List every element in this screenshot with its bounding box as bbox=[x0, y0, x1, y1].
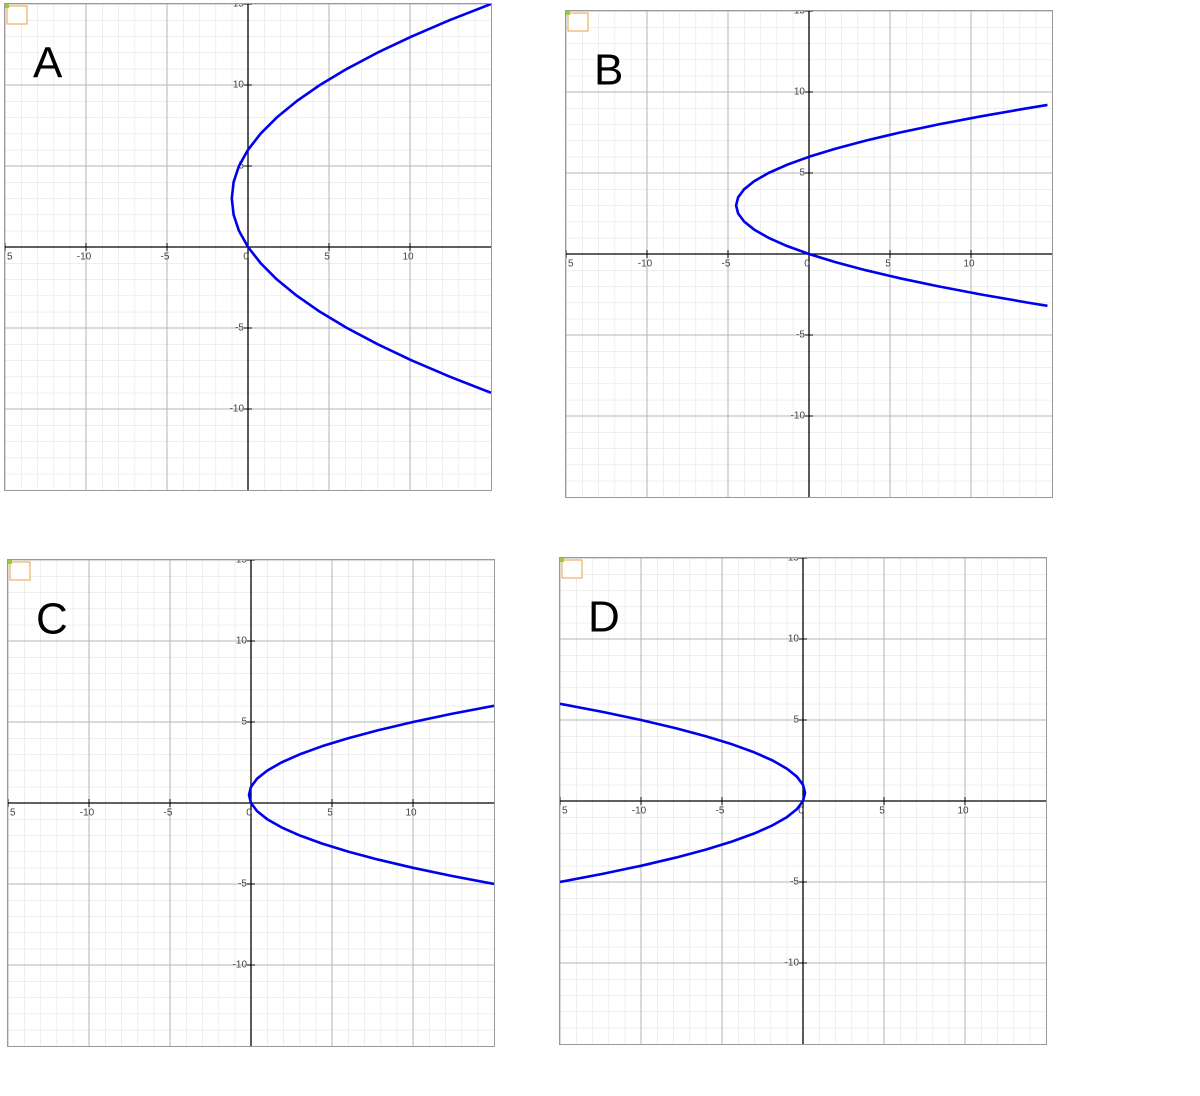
x-tick-label: 5 bbox=[324, 252, 330, 263]
x-tick-label: 10 bbox=[963, 259, 975, 270]
plot bbox=[560, 702, 807, 884]
y-tick-label: -5 bbox=[238, 879, 247, 890]
x-tick-label: -10 bbox=[638, 259, 653, 270]
corner-icon bbox=[561, 559, 583, 579]
plot bbox=[734, 103, 1048, 308]
graph-panel: 5 -10 -5 0 5 10 -10 -5 5 10 15 B bbox=[565, 10, 1053, 498]
x-tick-label: -5 bbox=[161, 252, 170, 263]
chart-title: C bbox=[36, 595, 68, 644]
x-tick-label: -10 bbox=[80, 808, 95, 819]
corner-dot bbox=[566, 11, 570, 15]
y-tick-label: -10 bbox=[791, 411, 806, 422]
x-tick-label: 5 bbox=[885, 259, 891, 270]
corner-dot bbox=[5, 4, 9, 8]
chart-title: B bbox=[594, 46, 623, 95]
x-tick-label: 10 bbox=[957, 806, 969, 817]
y-tick-label: 10 bbox=[794, 87, 806, 98]
chart: 5 -10 -5 0 5 10 -10 -5 5 10 15 D bbox=[560, 558, 1046, 1044]
corner-dot bbox=[560, 558, 564, 562]
chart: 5 -10 -5 0 5 10 -10 -5 5 10 15 B bbox=[566, 11, 1052, 497]
y-tick-label: 15 bbox=[233, 4, 245, 10]
corner-icon bbox=[6, 5, 28, 25]
x-tick-label: 5 bbox=[879, 806, 885, 817]
y-tick-label: 15 bbox=[236, 560, 248, 566]
x-tick-label: -10 bbox=[632, 806, 647, 817]
x-tick-label: 5 bbox=[327, 808, 333, 819]
chart: 5 -10 -5 0 5 10 -10 -5 5 10 15 C bbox=[8, 560, 494, 1046]
y-tick-label: -5 bbox=[790, 877, 799, 888]
y-tick-label: -10 bbox=[233, 960, 248, 971]
x-tick-label: -5 bbox=[164, 808, 173, 819]
x-tick-label: 5 bbox=[568, 259, 574, 270]
curve bbox=[247, 704, 494, 886]
curve bbox=[230, 4, 491, 395]
y-tick-label: 10 bbox=[236, 636, 248, 647]
curve bbox=[560, 702, 807, 884]
graph-panel: 5 -10 -5 0 5 10 -10 -5 5 10 15 C bbox=[7, 559, 495, 1047]
x-tick-label: 0 bbox=[243, 252, 249, 263]
x-tick-label: 5 bbox=[10, 808, 16, 819]
x-tick-label: -5 bbox=[716, 806, 725, 817]
x-tick-label: 10 bbox=[405, 808, 417, 819]
y-tick-label: 5 bbox=[793, 715, 799, 726]
x-tick-label: 5 bbox=[7, 252, 13, 263]
x-tick-label: 0 bbox=[804, 259, 810, 270]
y-tick-label: 10 bbox=[788, 634, 800, 645]
y-tick-label: 10 bbox=[233, 80, 245, 91]
y-tick-label: -5 bbox=[235, 323, 244, 334]
corner-icon bbox=[9, 561, 31, 581]
y-tick-label: -10 bbox=[785, 958, 800, 969]
y-tick-label: -5 bbox=[796, 330, 805, 341]
x-tick-label: -10 bbox=[77, 252, 92, 263]
y-tick-label: 15 bbox=[788, 558, 800, 564]
y-tick-label: 5 bbox=[241, 717, 247, 728]
chart-title: A bbox=[33, 39, 63, 88]
y-tick-label: -10 bbox=[230, 404, 245, 415]
plot bbox=[230, 4, 491, 395]
y-tick-label: 15 bbox=[794, 11, 806, 17]
x-tick-label: 0 bbox=[246, 808, 252, 819]
corner-dot bbox=[8, 560, 12, 564]
chart: 5 -10 -5 0 5 10 -10 -5 5 10 15 A bbox=[5, 4, 491, 490]
y-tick-label: 5 bbox=[238, 161, 244, 172]
y-tick-label: 5 bbox=[799, 168, 805, 179]
x-tick-label: 5 bbox=[562, 806, 568, 817]
x-tick-label: 0 bbox=[798, 806, 804, 817]
x-tick-label: -5 bbox=[722, 259, 731, 270]
chart-title: D bbox=[588, 593, 620, 642]
corner-icon bbox=[567, 12, 589, 32]
plot bbox=[247, 704, 494, 886]
curve bbox=[734, 103, 1048, 308]
graph-panel: 5 -10 -5 0 5 10 -10 -5 5 10 15 A bbox=[4, 3, 492, 491]
graph-panel: 5 -10 -5 0 5 10 -10 -5 5 10 15 D bbox=[559, 557, 1047, 1045]
x-tick-label: 10 bbox=[402, 252, 414, 263]
